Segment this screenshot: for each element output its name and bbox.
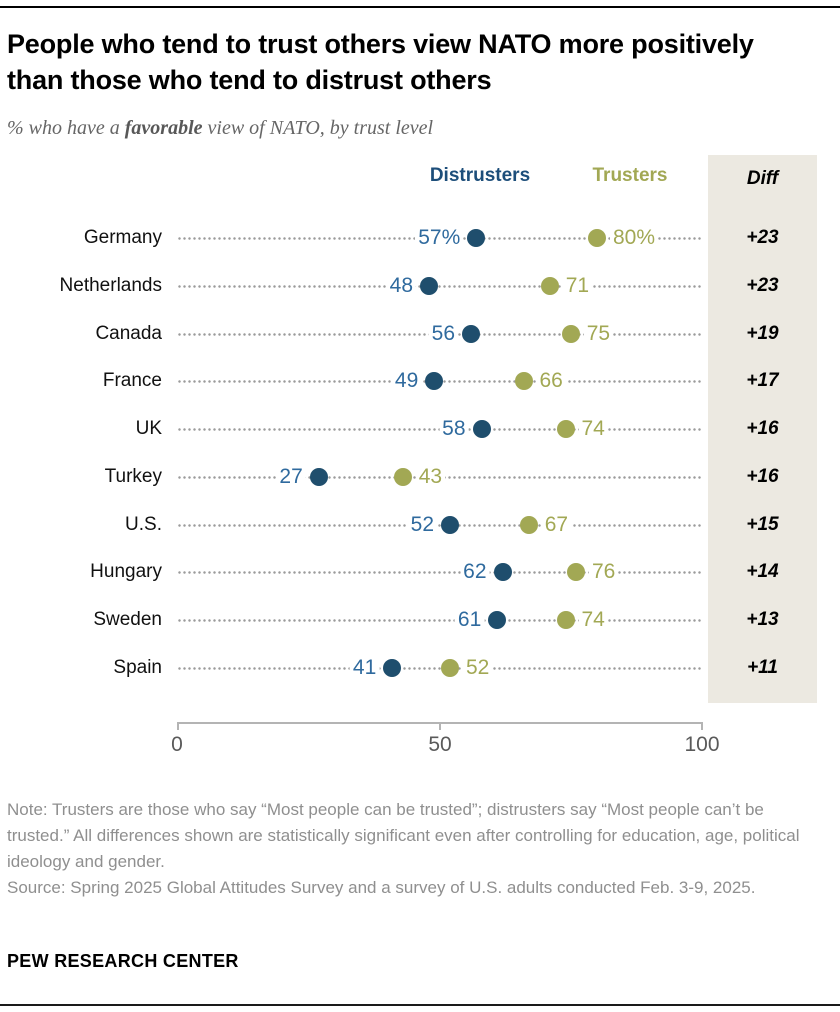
- source-text: Source: Spring 2025 Global Attitudes Sur…: [7, 878, 756, 897]
- distruster-dot: [420, 276, 438, 295]
- pew-research-center-brand: PEW RESEARCH CENTER: [7, 951, 239, 971]
- distruster-dot: [488, 611, 507, 630]
- page-title: People who tend to trust others view NAT…: [7, 29, 754, 95]
- truster-value: 75: [583, 320, 614, 347]
- diff-value: +15: [746, 513, 779, 535]
- distruster-value: 41: [349, 655, 380, 682]
- note-text: Note: Trusters are those who say “Most p…: [7, 800, 800, 871]
- distruster-value: 58: [439, 416, 469, 443]
- truster-dot: [393, 467, 412, 486]
- diff-value: +11: [747, 657, 778, 679]
- country-label: France: [102, 370, 162, 392]
- x-axis-tick-100: [701, 722, 703, 730]
- distruster-dot: [441, 515, 459, 534]
- x-axis-label-0: 0: [171, 733, 183, 756]
- diff-value: +16: [746, 418, 779, 440]
- country-label: UK: [135, 418, 162, 440]
- diff-value: +13: [746, 609, 779, 631]
- diff-value: +16: [746, 465, 779, 487]
- leader-line: [177, 571, 703, 575]
- truster-value: 52: [463, 655, 493, 682]
- country-label: U.S.: [125, 513, 162, 535]
- truster-value: 67: [541, 511, 572, 538]
- distruster-dot: [309, 467, 328, 486]
- distruster-value: 49: [391, 368, 422, 395]
- distruster-dot: [425, 372, 444, 391]
- truster-dot: [540, 276, 559, 295]
- truster-dot: [567, 563, 585, 582]
- bottom-rule: [0, 1004, 840, 1006]
- diff-value: +23: [746, 227, 779, 248]
- distruster-dot: [383, 659, 402, 678]
- diff-value: +14: [746, 561, 779, 583]
- chart-subtitle: % who have a favorable view of NATO, by …: [7, 117, 787, 140]
- leader-line: [177, 667, 703, 671]
- country-label: Spain: [113, 657, 162, 679]
- truster-dot: [561, 324, 580, 343]
- distruster-value: 48: [386, 272, 416, 299]
- country-label: Hungary: [90, 561, 162, 583]
- distruster-value: 56: [428, 320, 458, 347]
- x-axis-tick-0: [177, 722, 179, 730]
- distruster-dot: [472, 420, 491, 439]
- truster-dot: [556, 611, 575, 630]
- distruster-value: 52: [407, 511, 437, 538]
- leader-line: [177, 284, 703, 288]
- truster-value: 74: [578, 607, 608, 634]
- distruster-value: 61: [454, 607, 485, 634]
- diff-value: +17: [746, 370, 779, 392]
- truster-dot: [514, 372, 533, 391]
- legend-trusters: Trusters: [592, 165, 668, 186]
- country-label: Turkey: [104, 465, 162, 487]
- diff-column-header: Diff: [746, 168, 779, 189]
- leader-line: [177, 619, 703, 623]
- subtitle-prefix: % who have a: [7, 117, 125, 139]
- country-label: Canada: [95, 322, 162, 344]
- x-axis-label-50: 50: [428, 733, 452, 756]
- x-axis-label-100: 100: [684, 733, 720, 756]
- distruster-value: 27: [276, 463, 306, 490]
- country-label: Germany: [83, 227, 162, 248]
- subtitle-suffix: view of NATO, by trust level: [202, 117, 434, 139]
- leader-line: [177, 523, 703, 527]
- footnote: Note: Trusters are those who say “Most p…: [7, 797, 807, 901]
- diff-value: +19: [746, 322, 779, 344]
- truster-value: 43: [415, 463, 446, 490]
- distruster-value: 57%: [415, 225, 464, 251]
- distruster-dot: [462, 324, 480, 343]
- distruster-dot: [467, 229, 486, 247]
- diff-value: +23: [746, 274, 779, 296]
- top-rule: [0, 6, 840, 8]
- truster-value: 74: [578, 416, 608, 443]
- truster-dot: [556, 420, 575, 439]
- country-label: Sweden: [93, 609, 162, 631]
- legend-distrusters: Distrusters: [429, 165, 531, 186]
- country-label: Netherlands: [59, 274, 162, 296]
- diff-column-background: [708, 155, 817, 703]
- distruster-dot: [493, 563, 512, 582]
- subtitle-favorable: favorable: [124, 117, 203, 139]
- truster-value: 80%: [610, 225, 659, 251]
- truster-value: 71: [562, 272, 593, 299]
- truster-value: 66: [536, 368, 566, 395]
- truster-dot: [588, 229, 606, 247]
- x-axis-tick-50: [439, 722, 441, 730]
- truster-dot: [519, 515, 538, 534]
- truster-dot: [441, 659, 459, 678]
- distruster-value: 62: [460, 559, 490, 586]
- truster-value: 76: [589, 559, 619, 586]
